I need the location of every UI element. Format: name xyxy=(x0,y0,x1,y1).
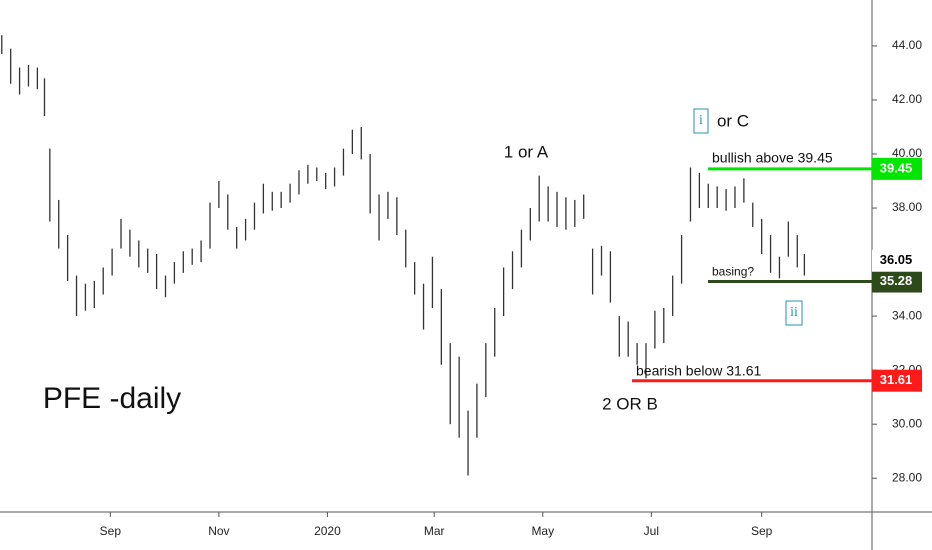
y-tick-label: 28.00 xyxy=(892,470,922,484)
price-tag xyxy=(872,270,922,293)
y-tick-label: 30.00 xyxy=(892,416,922,430)
x-tick-label: May xyxy=(531,524,554,538)
annotation-box xyxy=(693,108,709,134)
price-tag xyxy=(872,157,922,180)
annotation: 1 or A xyxy=(504,142,549,161)
last-price-tag xyxy=(872,249,922,272)
annotation: i xyxy=(699,113,703,128)
price-tag-label: 35.28 xyxy=(880,273,913,288)
price-tag-label: 39.45 xyxy=(880,160,913,175)
y-tick-label: 38.00 xyxy=(892,200,922,214)
x-tick-label: Mar xyxy=(424,524,445,538)
y-tick-label: 34.00 xyxy=(892,308,922,322)
last-price-label: 36.05 xyxy=(880,252,913,267)
level-label: basing? xyxy=(712,265,754,279)
x-tick-label: Jul xyxy=(644,524,659,538)
x-tick-label: 2020 xyxy=(314,524,341,538)
y-tick-label: 40.00 xyxy=(892,146,922,160)
x-tick-label: Sep xyxy=(100,524,122,538)
chart-title: PFE -daily xyxy=(43,382,181,415)
annotation-box xyxy=(785,300,803,326)
y-tick-label: 44.00 xyxy=(892,38,922,52)
annotation: 2 OR B xyxy=(602,394,658,413)
price-tag-label: 31.61 xyxy=(880,372,913,387)
x-tick-label: Nov xyxy=(208,524,229,538)
x-tick-label: Sep xyxy=(751,524,773,538)
price-tag xyxy=(872,369,922,392)
annotation: ii xyxy=(790,305,798,320)
y-tick-label: 42.00 xyxy=(892,92,922,106)
level-label: bullish above 39.45 xyxy=(712,150,833,166)
annotation: or C xyxy=(717,111,749,130)
level-label: bearish below 31.61 xyxy=(636,362,762,378)
